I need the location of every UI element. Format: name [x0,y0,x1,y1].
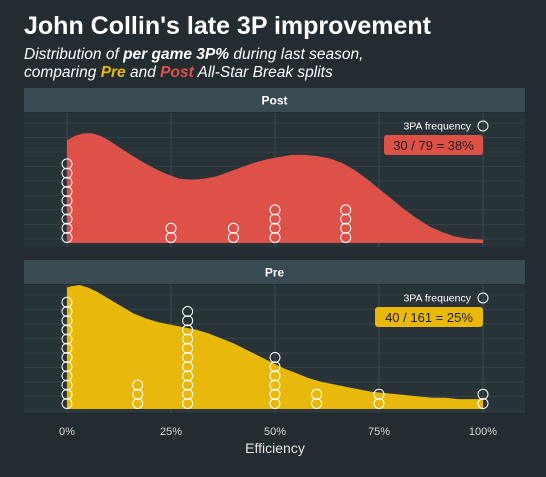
x-tick-label: 25% [160,426,182,438]
annotation-text: 30 / 79 = 38% [393,138,474,153]
panel-strip-label: Pre [265,266,285,280]
panel-strip-label: Post [261,94,287,108]
x-tick-label: 100% [469,426,497,438]
legend-label: 3PA frequency [403,121,471,133]
panel-pre: Pre 3PA frequency 40 / 161 = 25% [24,260,525,413]
x-tick-label: 50% [264,426,286,438]
x-axis-label: Efficiency [245,440,305,456]
legend-label: 3PA frequency [403,293,471,305]
panel-post: Post 3PA frequency 30 / 79 = 38% [24,88,525,247]
x-tick-label: 0% [59,426,75,438]
x-tick-label: 75% [368,426,390,438]
annotation-text: 40 / 161 = 25% [385,310,473,325]
